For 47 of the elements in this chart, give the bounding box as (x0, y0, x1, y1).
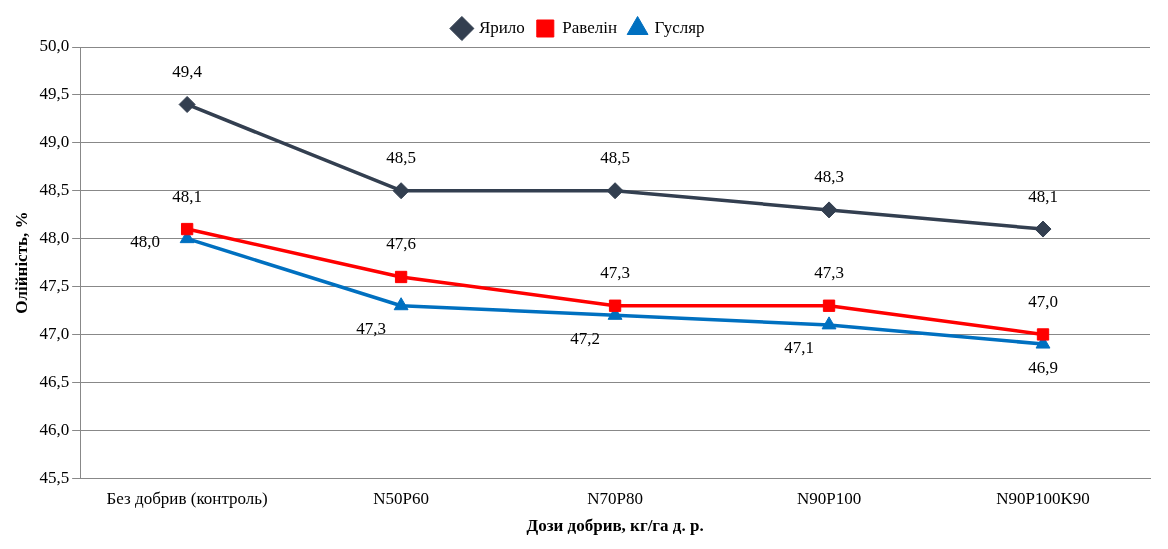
y-tick-label: 46,0 (39, 419, 70, 439)
data-label: 46,9 (1028, 357, 1058, 377)
data-label: 48,1 (172, 186, 203, 206)
point (180, 222, 194, 236)
y-tick-label: 49,0 (39, 132, 70, 152)
data-label: 49,4 (172, 61, 203, 81)
point (608, 299, 622, 312)
legend-label: Ярило (478, 17, 525, 37)
data-label: 47,2 (570, 328, 600, 348)
x-tick-label: N90P100 (796, 488, 862, 508)
legend-label: Равелін (562, 17, 618, 37)
y-axis-title: Олійність, % (11, 211, 31, 314)
point (1034, 220, 1052, 238)
data-label: 47,3 (814, 263, 844, 283)
data-label: 47,1 (784, 338, 814, 358)
point (393, 297, 409, 311)
point (178, 95, 196, 113)
x-tick-label: N50P60 (373, 488, 429, 508)
data-label: 48,1 (1028, 186, 1058, 206)
y-tick-label: 47,0 (39, 323, 70, 343)
y-tick-label: 46,5 (39, 371, 70, 391)
data-label: 48,5 (600, 148, 630, 168)
data-label: 47,0 (1028, 291, 1058, 311)
y-tick-label: 48,0 (39, 228, 70, 248)
x-tick-label: Без добрив (контроль) (106, 488, 268, 508)
x-axis-title: Дози добрив, кг/га д. р. (526, 516, 704, 536)
y-tick-label: 50,0 (39, 36, 70, 56)
y-tick-label: 49,5 (39, 84, 70, 104)
point (606, 182, 624, 200)
data-label: 47,6 (386, 234, 416, 254)
y-tick-label: 47,5 (39, 276, 70, 296)
point (394, 270, 408, 284)
data-label: 48,0 (130, 232, 161, 252)
point (820, 201, 838, 219)
data-label: 48,3 (814, 167, 844, 187)
legend-label: Гусляр (654, 17, 705, 37)
y-tick-label: 45,5 (39, 467, 70, 487)
x-tick-label: N70P80 (587, 488, 643, 508)
data-label: 47,3 (356, 319, 386, 339)
point (822, 299, 836, 312)
point (821, 316, 837, 330)
data-label: 48,5 (386, 148, 416, 168)
point (392, 182, 410, 200)
x-tick-label: N90P100K90 (996, 488, 1090, 508)
y-tick-label: 48,5 (39, 180, 70, 200)
point (1036, 328, 1050, 341)
data-label: 47,3 (600, 263, 630, 283)
